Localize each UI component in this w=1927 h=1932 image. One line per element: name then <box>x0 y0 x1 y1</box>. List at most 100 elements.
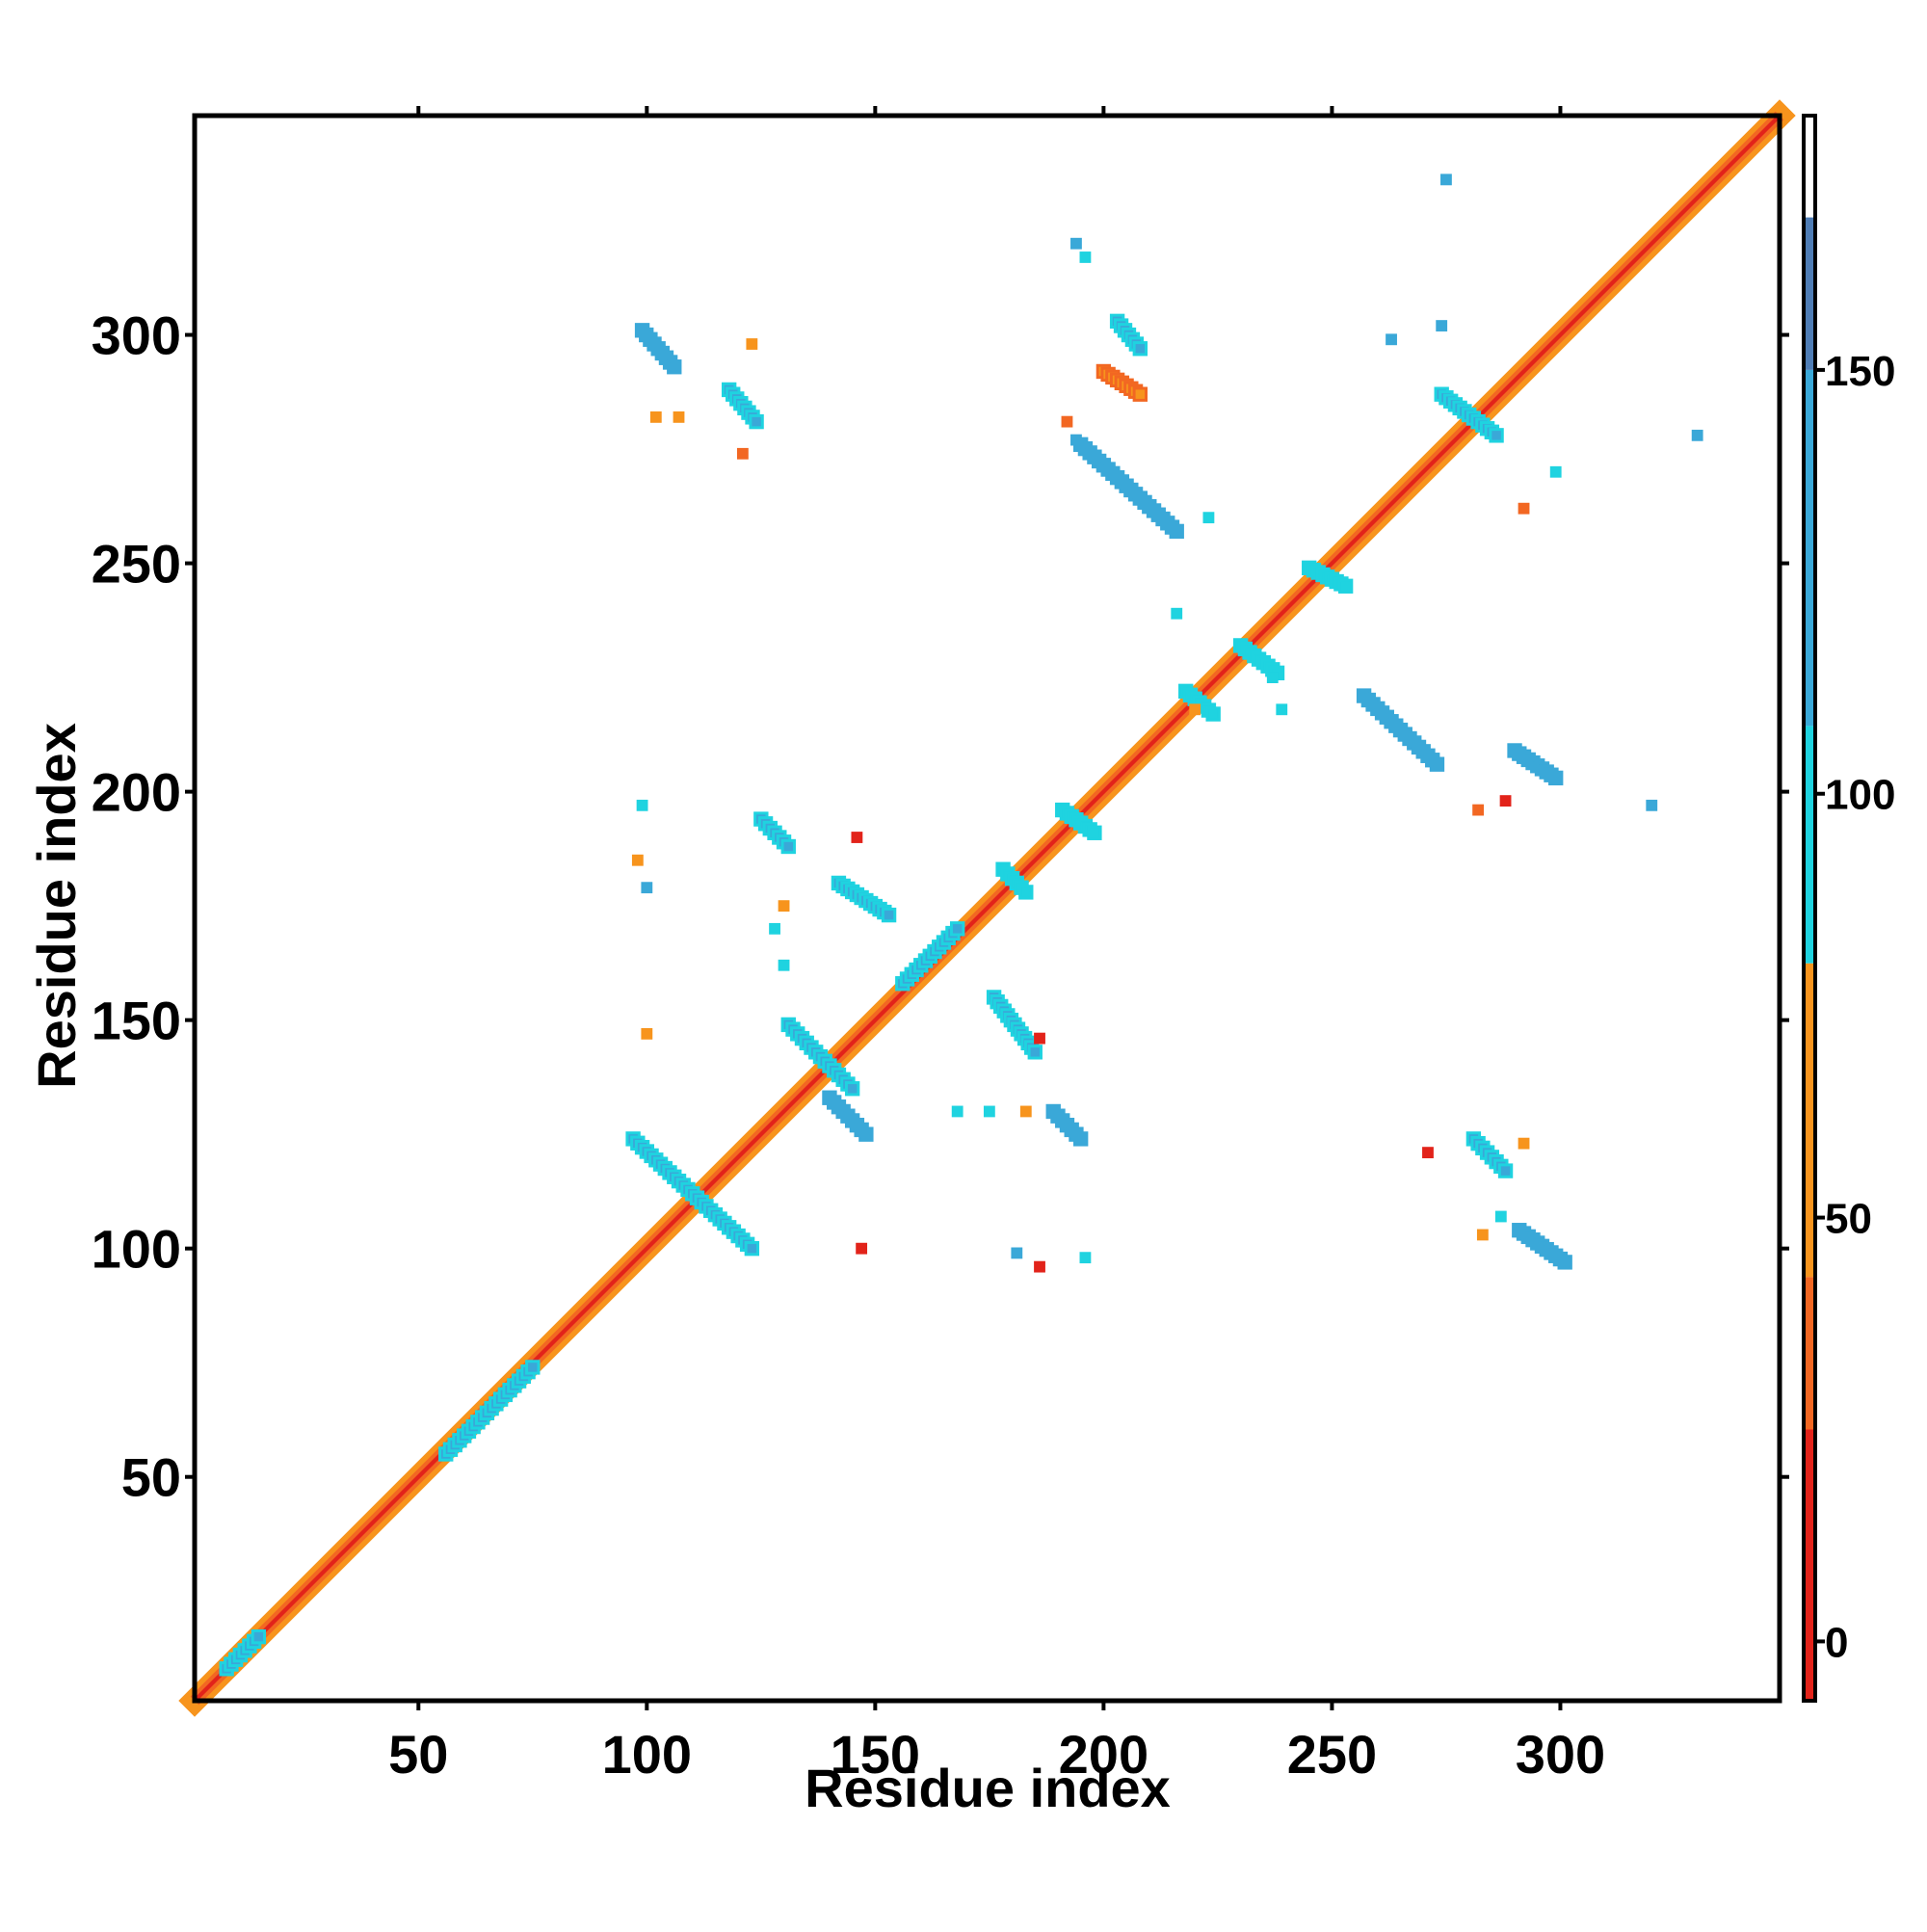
x-tick-label: 200 <box>1059 1724 1148 1785</box>
x-tick-label: 100 <box>602 1724 692 1785</box>
contact-point <box>1079 251 1092 263</box>
contact-cell <box>1172 526 1181 537</box>
contact-point <box>778 959 790 971</box>
contact-point <box>1266 672 1279 684</box>
y-tick-label: 250 <box>92 534 181 595</box>
contact-cell <box>1135 389 1146 399</box>
x-tick-label: 250 <box>1287 1724 1377 1785</box>
contact-point <box>1171 607 1183 620</box>
contact-point <box>1440 173 1452 186</box>
contact-point <box>1499 795 1512 807</box>
contact-cell <box>861 1129 871 1139</box>
contact-point <box>1061 415 1073 428</box>
contact-cell <box>1030 1047 1041 1057</box>
contact-point <box>856 1242 868 1255</box>
contact-point <box>1202 512 1215 524</box>
contact-cell <box>952 924 963 934</box>
contact-point <box>1070 237 1082 250</box>
colorbar-frame <box>1802 114 1817 1703</box>
y-tick-label: 150 <box>92 991 181 1051</box>
contact-point <box>1276 703 1288 716</box>
colorbar-band <box>1804 1277 1815 1430</box>
contact-cell <box>1021 887 1031 897</box>
heatmap-cells <box>178 99 1796 1717</box>
y-tick-label: 100 <box>92 1219 181 1280</box>
contact-cell <box>783 841 794 852</box>
plot-frame <box>192 113 1782 1704</box>
contact-point <box>1019 1105 1032 1118</box>
contact-point <box>649 410 662 423</box>
contact-point <box>736 447 749 460</box>
contact-point <box>1549 465 1562 478</box>
contact-point <box>1476 1229 1489 1241</box>
y-tick-label: 50 <box>121 1447 181 1508</box>
contact-cell <box>752 416 761 427</box>
x-axis-title: Residue index <box>805 1758 1171 1818</box>
contact-point <box>851 832 863 843</box>
contact-point <box>1518 1137 1530 1150</box>
contact-point <box>1011 1247 1023 1259</box>
colorbar-band <box>1804 963 1815 1278</box>
contact-point <box>1494 1210 1507 1223</box>
contact-point <box>1070 434 1082 446</box>
contact-point <box>1034 1260 1045 1273</box>
contact-point <box>769 922 780 935</box>
x-axis-ticks: 50 100 150 200 250 300 <box>388 106 1605 1785</box>
contact-cell <box>1550 773 1561 783</box>
contact-point <box>631 854 644 866</box>
contact-cell <box>1432 759 1442 769</box>
contact-point <box>1079 1252 1092 1264</box>
colorbar-tick-label: 150 <box>1825 348 1895 395</box>
contact-cell <box>670 362 679 372</box>
y-tick-label: 300 <box>92 305 181 366</box>
colorbar-band <box>1804 369 1815 727</box>
contact-point <box>951 1105 964 1118</box>
y-tick-label: 200 <box>92 762 181 823</box>
contact-cell <box>1560 1257 1570 1267</box>
x-tick-label: 150 <box>831 1724 920 1785</box>
colorbar-band <box>1804 1429 1815 1701</box>
contact-point <box>1422 1147 1434 1159</box>
x-tick-label: 50 <box>388 1724 448 1785</box>
contact-point <box>1386 333 1397 346</box>
x-tick-label: 300 <box>1516 1724 1605 1785</box>
contact-cell <box>1135 344 1146 354</box>
contact-point <box>1034 1032 1045 1045</box>
contact-point <box>1646 799 1658 811</box>
y-axis-title: Residue index <box>26 723 87 1089</box>
contact-cell <box>847 1084 858 1094</box>
contact-point <box>673 410 685 423</box>
y-axis-ticks: 50 100 150 200 250 300 <box>92 305 1789 1508</box>
colorbar-band <box>1804 726 1815 964</box>
contact-cell <box>747 1243 757 1254</box>
contact-point <box>1472 804 1485 816</box>
contact-point <box>641 882 653 894</box>
colorbar-band <box>1804 116 1815 218</box>
colorbar: 0 50 100 150 <box>1802 114 1895 1703</box>
colorbar-tick-label: 100 <box>1825 772 1895 819</box>
contact-cell <box>1208 709 1218 719</box>
contact-cell <box>528 1363 538 1372</box>
contact-point <box>641 1027 653 1040</box>
contact-point <box>983 1105 995 1118</box>
contact-point <box>1518 502 1530 515</box>
contact-point <box>1691 429 1703 441</box>
contact-cell <box>1340 581 1351 592</box>
contact-cell <box>884 910 894 920</box>
contact-point <box>636 799 648 811</box>
contact-cell <box>1491 431 1501 440</box>
contact-point <box>778 900 790 913</box>
contact-point <box>1436 320 1448 331</box>
colorbar-band <box>1804 217 1815 370</box>
colorbar-tick-label: 0 <box>1825 1619 1848 1666</box>
diagonal-band-inner <box>193 114 1782 1703</box>
contact-point <box>1189 703 1201 716</box>
contact-cell <box>1075 1134 1086 1144</box>
colorbar-tick-label: 50 <box>1825 1196 1872 1243</box>
contact-cell <box>1090 828 1099 838</box>
contact-cell <box>1500 1166 1511 1176</box>
contact-cell <box>253 1631 264 1642</box>
contact-point <box>746 338 758 350</box>
